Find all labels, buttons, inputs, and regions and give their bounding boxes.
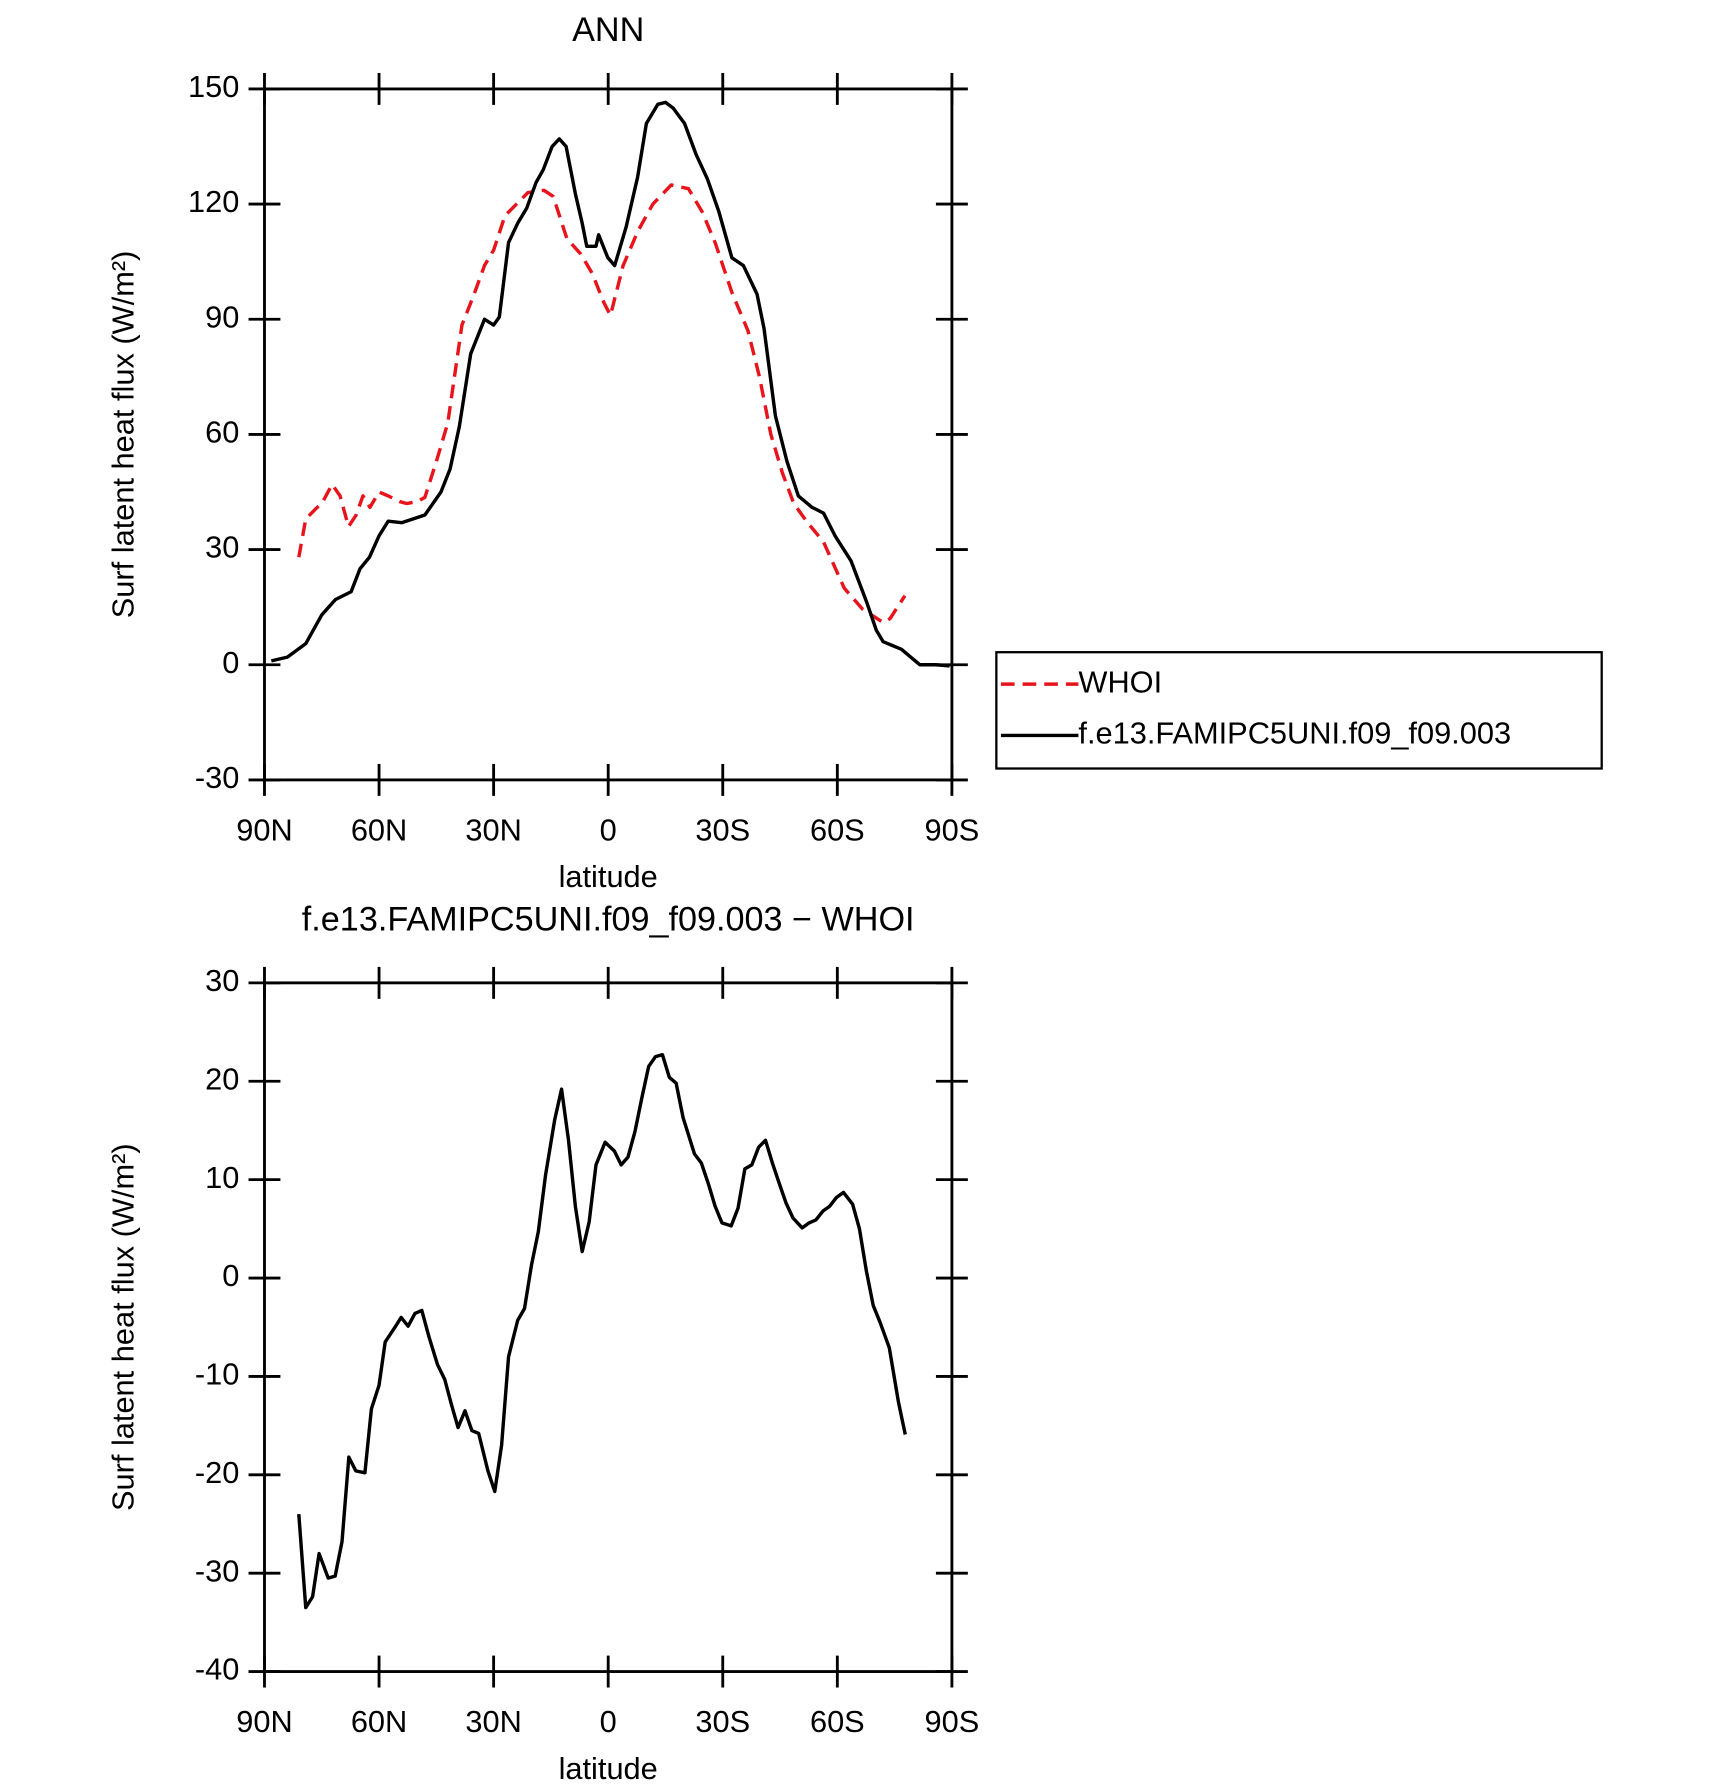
y-tick-label: 0 (222, 1258, 239, 1293)
legend-label: f.e13.FAMIPC5UNI.f09_f09.003 (1078, 716, 1511, 751)
x-tick-label: 30S (695, 812, 750, 847)
y-tick-label: -20 (195, 1455, 239, 1490)
legend-label: WHOI (1078, 664, 1162, 699)
chart: f.e13.FAMIPC5UNI.f09_f09.003 − WHOI -40 -3… (106, 900, 980, 1786)
x-tick-label: 0 (600, 1704, 617, 1739)
x-tick-label: 60N (351, 812, 407, 847)
x-tick-label: 60N (351, 1704, 407, 1739)
y-tick-label: -30 (195, 760, 239, 795)
x-tick-label: 90S (925, 1704, 980, 1739)
data-line (297, 183, 907, 625)
x-tick-label: 30N (465, 1704, 521, 1739)
x-tick-label: 60S (810, 812, 865, 847)
plot-frame (263, 87, 954, 782)
y-tick-label: 30 (205, 963, 239, 998)
legend-box (995, 651, 1603, 770)
plot-frame (263, 981, 954, 1673)
x-axis-label: latitude (559, 1751, 658, 1786)
x-tick-label: 30S (695, 1704, 750, 1739)
y-tick-label: 120 (188, 184, 239, 219)
y-tick-label: 60 (205, 415, 239, 450)
y-tick-label: 20 (205, 1061, 239, 1096)
y-tick-label: -30 (195, 1553, 239, 1588)
y-tick-label: 0 (222, 645, 239, 680)
chart: ANN -30 0 30 60 90 120 150 90N 60N 30N 0 30S 60S 90S la… (106, 11, 1603, 894)
y-tick-label: -40 (195, 1652, 239, 1687)
data-line (297, 1052, 907, 1610)
y-tick-label: 10 (205, 1160, 239, 1195)
y-axis-label: Surf latent heat flux (W/m²) (106, 251, 141, 619)
data-line (270, 100, 950, 668)
x-tick-label: 30N (465, 812, 521, 847)
x-tick-label: 0 (600, 812, 617, 847)
y-axis-label: Surf latent heat flux (W/m²) (106, 1143, 141, 1511)
y-tick-label: -10 (195, 1357, 239, 1392)
x-axis-label: latitude (559, 859, 658, 894)
x-tick-label: 60S (810, 1704, 865, 1739)
x-tick-label: 90S (925, 812, 980, 847)
y-tick-label: 30 (205, 530, 239, 565)
chart-title: f.e13.FAMIPC5UNI.f09_f09.003 − WHOI (302, 900, 915, 938)
y-tick-label: 90 (205, 299, 239, 334)
x-tick-label: 90N (236, 812, 292, 847)
x-tick-label: 90N (236, 1704, 292, 1739)
chart-title: ANN (572, 11, 644, 49)
y-tick-label: 150 (188, 69, 239, 104)
